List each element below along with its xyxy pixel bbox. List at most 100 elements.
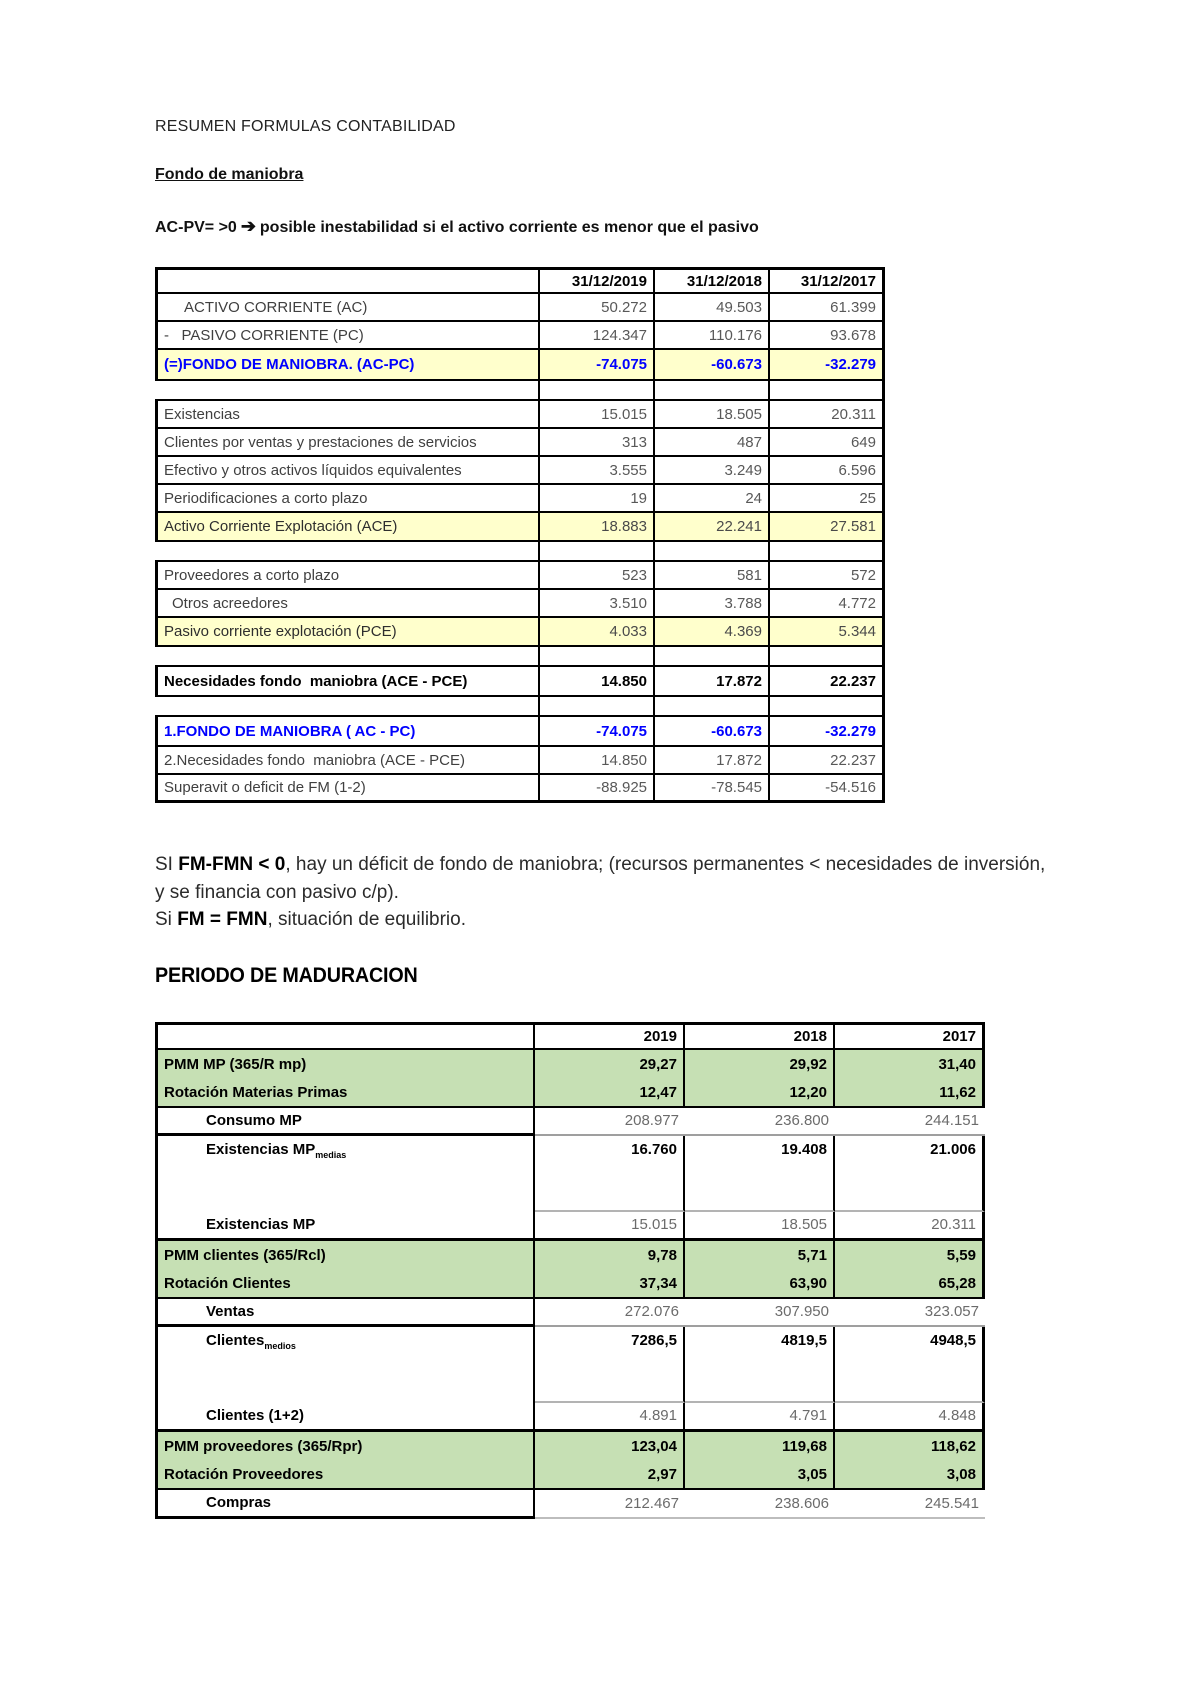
table-row: PMM clientes (365/Rcl) 9,78 5,71 5,59 bbox=[155, 1240, 985, 1270]
row-label: Existencias bbox=[155, 401, 540, 429]
cell-value: 16.760 bbox=[535, 1135, 685, 1212]
table-row: Ventas 272.076 307.950 323.057 bbox=[155, 1298, 985, 1327]
cell-value: 4.891 bbox=[535, 1402, 685, 1432]
label-subscript: medias bbox=[315, 1149, 347, 1160]
cell-value: 21.006 bbox=[835, 1135, 985, 1212]
cell-value: 5.344 bbox=[770, 618, 885, 647]
row-label: 1.FONDO DE MANIOBRA ( AC - PC) bbox=[155, 717, 540, 747]
cell-value: 5,71 bbox=[685, 1240, 835, 1270]
table-row: Rotación Materias Primas 12,47 12,20 11,62 bbox=[155, 1078, 985, 1108]
document-title: RESUMEN FORMULAS CONTABILIDAD bbox=[155, 118, 456, 135]
table-row: Efectivo y otros activos líquidos equiva… bbox=[155, 457, 885, 485]
row-label: Periodificaciones a corto plazo bbox=[155, 485, 540, 513]
cell-value: 19 bbox=[540, 485, 655, 513]
row-label bbox=[155, 542, 540, 562]
cell-value bbox=[655, 647, 770, 667]
note-line1-bold: FM-FMN < 0 bbox=[178, 854, 286, 875]
cell-value: 523 bbox=[540, 562, 655, 590]
cell-value: 20.311 bbox=[770, 401, 885, 429]
cell-value: 119,68 bbox=[685, 1431, 835, 1461]
header-empty-cell bbox=[155, 267, 540, 294]
note-line1-prefix: SI bbox=[155, 854, 179, 875]
row-label: Pasivo corriente explotación (PCE) bbox=[155, 618, 540, 647]
label-subscript: medios bbox=[264, 1340, 296, 1351]
row-label: Proveedores a corto plazo bbox=[155, 562, 540, 590]
row-label: Rotación Proveedores bbox=[155, 1460, 535, 1490]
cell-value: 4.033 bbox=[540, 618, 655, 647]
cell-value bbox=[770, 647, 885, 667]
cell-value: 487 bbox=[655, 429, 770, 457]
cell-value: -54.516 bbox=[770, 775, 885, 803]
cell-value: 212.467 bbox=[535, 1490, 685, 1519]
cell-value: -32.279 bbox=[770, 350, 885, 381]
header-empty-cell bbox=[155, 1021, 535, 1050]
row-label: Necesidades fondo maniobra (ACE - PCE) bbox=[155, 667, 540, 697]
cell-value: 4819,5 bbox=[685, 1326, 835, 1403]
cell-value: 3.788 bbox=[655, 590, 770, 618]
row-label: - PASIVO CORRIENTE (PC) bbox=[155, 322, 540, 350]
header-year-cell: 31/12/2019 bbox=[540, 267, 655, 294]
cell-value: 27.581 bbox=[770, 513, 885, 542]
cell-value: -78.545 bbox=[655, 775, 770, 803]
row-label: Ventas bbox=[155, 1298, 535, 1327]
cell-value: 110.176 bbox=[655, 322, 770, 350]
cell-value: -32.279 bbox=[770, 717, 885, 747]
cell-value: 18.505 bbox=[685, 1211, 835, 1241]
cell-value bbox=[770, 542, 885, 562]
row-label: Clientesmedios bbox=[155, 1326, 535, 1403]
cell-value: 25 bbox=[770, 485, 885, 513]
table-row: Rotación Clientes 37,34 63,90 65,28 bbox=[155, 1269, 985, 1299]
table-row: Rotación Proveedores 2,97 3,05 3,08 bbox=[155, 1460, 985, 1490]
row-label: Rotación Materias Primas bbox=[155, 1078, 535, 1108]
cell-value: 61.399 bbox=[770, 294, 885, 322]
cell-value: 4.791 bbox=[685, 1402, 835, 1432]
table-row bbox=[155, 542, 885, 562]
row-label: Efectivo y otros activos líquidos equiva… bbox=[155, 457, 540, 485]
cell-value: 22.237 bbox=[770, 667, 885, 697]
row-label: Superavit o deficit de FM (1-2) bbox=[155, 775, 540, 803]
row-label: Existencias MPmedias bbox=[155, 1135, 535, 1212]
cell-value: 4948,5 bbox=[835, 1326, 985, 1403]
cell-value: 3,05 bbox=[685, 1460, 835, 1490]
cell-value: 49.503 bbox=[655, 294, 770, 322]
row-label bbox=[155, 381, 540, 401]
cell-value: 236.800 bbox=[685, 1108, 835, 1136]
cell-value: 14.850 bbox=[540, 747, 655, 775]
table-row: (=)FONDO DE MANIOBRA. (AC-PC) -74.075 -60.… bbox=[155, 350, 885, 381]
cell-value: 649 bbox=[770, 429, 885, 457]
section-heading-fondo-de-maniobra: Fondo de maniobra bbox=[155, 166, 304, 183]
row-label: Otros acreedores bbox=[155, 590, 540, 618]
row-label: (=)FONDO DE MANIOBRA. (AC-PC) bbox=[155, 350, 540, 381]
table-row bbox=[155, 697, 885, 717]
cell-value: -74.075 bbox=[540, 717, 655, 747]
cell-value: 63,90 bbox=[685, 1269, 835, 1299]
formula-lead: AC-PV= >0 bbox=[155, 219, 237, 236]
cell-value: 37,34 bbox=[535, 1269, 685, 1299]
cell-value: 3.555 bbox=[540, 457, 655, 485]
note-line3-prefix: Si bbox=[155, 909, 178, 931]
cell-value: 12,47 bbox=[535, 1078, 685, 1108]
cell-value: 19.408 bbox=[685, 1135, 835, 1212]
row-label bbox=[155, 697, 540, 717]
cell-value: 3.249 bbox=[655, 457, 770, 485]
note-line3-rest: , situación de equilibrio. bbox=[267, 909, 467, 931]
table-row: 1.FONDO DE MANIOBRA ( AC - PC) -74.075 -60… bbox=[155, 717, 885, 747]
cell-value bbox=[770, 697, 885, 717]
formula-text: posible inestabilidad si el activo corri… bbox=[259, 219, 759, 236]
cell-value: 3.510 bbox=[540, 590, 655, 618]
table-row: Pasivo corriente explotación (PCE) 4.033 4… bbox=[155, 618, 885, 647]
cell-value bbox=[540, 697, 655, 717]
cell-value: 65,28 bbox=[835, 1269, 985, 1299]
header-year-cell: 2018 bbox=[685, 1021, 835, 1050]
note-line3: Si FM = FMN, situación de equilibrio. bbox=[155, 906, 1055, 934]
cell-value: 11,62 bbox=[835, 1078, 985, 1108]
cell-value: 7286,5 bbox=[535, 1326, 685, 1403]
header-year-cell: 2017 bbox=[835, 1021, 985, 1050]
table-row bbox=[155, 381, 885, 401]
cell-value: 4.772 bbox=[770, 590, 885, 618]
cell-value: 581 bbox=[655, 562, 770, 590]
cell-value: 15.015 bbox=[540, 401, 655, 429]
table-row: Compras 212.467 238.606 245.541 bbox=[155, 1489, 985, 1519]
row-label: ACTIVO CORRIENTE (AC) bbox=[155, 294, 540, 322]
table-row: PMM proveedores (365/Rpr) 123,04 119,68 118… bbox=[155, 1431, 985, 1461]
